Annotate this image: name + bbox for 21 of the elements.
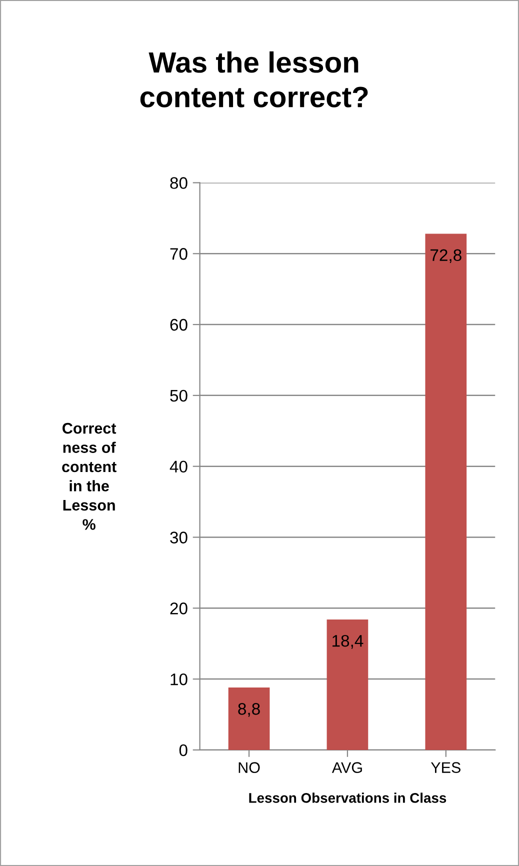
y-tick-label: 80 [170,177,188,189]
y-tick-label: 70 [170,248,188,260]
y-tick-label: 10 [170,673,188,686]
y-tick-label: 20 [170,602,188,614]
x-axis-title: Lesson Observations in Class [249,792,446,803]
y-tick-label: 60 [170,318,188,331]
bar [425,234,467,750]
y-tick-label: 30 [170,532,188,544]
x-tick-label: NO [238,762,260,773]
bar [326,619,368,750]
data-label: 8,8 [238,703,260,717]
y-tick-label: 40 [170,460,188,473]
y-tick-label: 0 [179,744,188,756]
y-tick-label: 50 [170,390,188,402]
x-tick-label: YES [430,762,460,773]
y-axis-title: Correct ness of content in the Lesson % [62,422,116,530]
data-label: 72,8 [430,249,462,264]
chart-title: Was the lesson content correct? [140,51,368,108]
data-label: 18,4 [332,634,364,649]
bar [228,688,270,750]
x-tick-label: AVG [332,762,362,773]
